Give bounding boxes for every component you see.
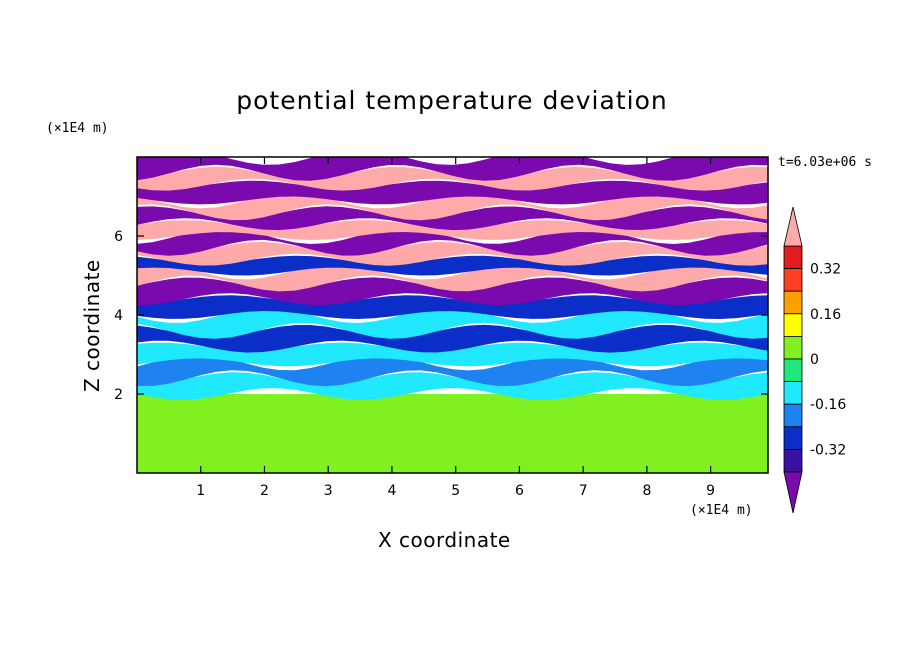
x-ticks: 1 2 3 4 5 6 7 8 9 bbox=[196, 157, 715, 499]
time-label: t=6.03e+06 s bbox=[778, 155, 872, 170]
colorbar-box bbox=[783, 313, 803, 337]
contour-band bbox=[137, 372, 768, 400]
contour-band bbox=[137, 206, 768, 231]
colorbar: 0.32 0.16 0 -0.16 -0.32 bbox=[783, 206, 846, 514]
contour-band bbox=[137, 354, 768, 387]
y-tick-label: 4 bbox=[114, 308, 123, 324]
x-tick-label: 6 bbox=[515, 483, 524, 499]
y-ticks: 2 4 6 bbox=[114, 229, 768, 403]
contour-band bbox=[137, 157, 768, 181]
colorbar-bottom-triangle bbox=[783, 471, 803, 514]
y-unit-label: (×1E4 m) bbox=[46, 121, 109, 136]
colorbar-box bbox=[783, 268, 803, 292]
contour-band bbox=[137, 295, 768, 319]
colorbar-box bbox=[783, 358, 803, 383]
x-tick-label: 2 bbox=[260, 483, 269, 499]
colorbar-box bbox=[783, 448, 803, 473]
contour-band bbox=[137, 342, 768, 367]
x-unit-label: (×1E4 m) bbox=[690, 503, 753, 518]
colorbar-box bbox=[783, 335, 803, 360]
colorbar-box bbox=[783, 381, 803, 405]
contour-band bbox=[137, 180, 768, 205]
colorbar-label: 0.16 bbox=[810, 307, 841, 323]
x-tick-label: 9 bbox=[706, 483, 715, 499]
colorbar-box bbox=[783, 290, 803, 315]
contour-blob bbox=[388, 413, 485, 462]
contour-field bbox=[137, 157, 768, 473]
x-tick-label: 5 bbox=[451, 483, 460, 499]
contour-band bbox=[137, 241, 768, 266]
x-tick-label: 3 bbox=[324, 483, 333, 499]
contour-band bbox=[137, 324, 768, 353]
contour-blob bbox=[165, 417, 262, 466]
x-tick-label: 4 bbox=[387, 483, 396, 499]
contour-band bbox=[137, 166, 768, 191]
colorbar-label: -0.16 bbox=[810, 397, 846, 413]
x-tick-label: 7 bbox=[579, 483, 588, 499]
y-tick-label: 6 bbox=[114, 229, 123, 245]
colorbar-box bbox=[783, 245, 803, 270]
colorbar-box bbox=[783, 426, 803, 450]
contour-band bbox=[137, 255, 768, 276]
contour-band bbox=[137, 277, 768, 306]
contour-blob bbox=[618, 417, 715, 466]
colorbar-box bbox=[783, 403, 803, 428]
colorbar-label: 0 bbox=[810, 352, 819, 368]
chart-title: potential temperature deviation bbox=[236, 86, 668, 115]
contour-band bbox=[137, 228, 768, 256]
contour-blob bbox=[240, 425, 365, 473]
x-tick-label: 1 bbox=[196, 483, 205, 499]
x-tick-label: 8 bbox=[642, 483, 651, 499]
contour-band bbox=[137, 307, 768, 339]
x-axis-label: X coordinate bbox=[378, 528, 511, 552]
colorbar-label: -0.32 bbox=[810, 442, 846, 458]
colorbar-top-triangle bbox=[783, 206, 803, 247]
contour-blob bbox=[489, 421, 614, 470]
colorbar-label: 0.32 bbox=[810, 262, 841, 278]
y-tick-label: 2 bbox=[114, 387, 123, 403]
